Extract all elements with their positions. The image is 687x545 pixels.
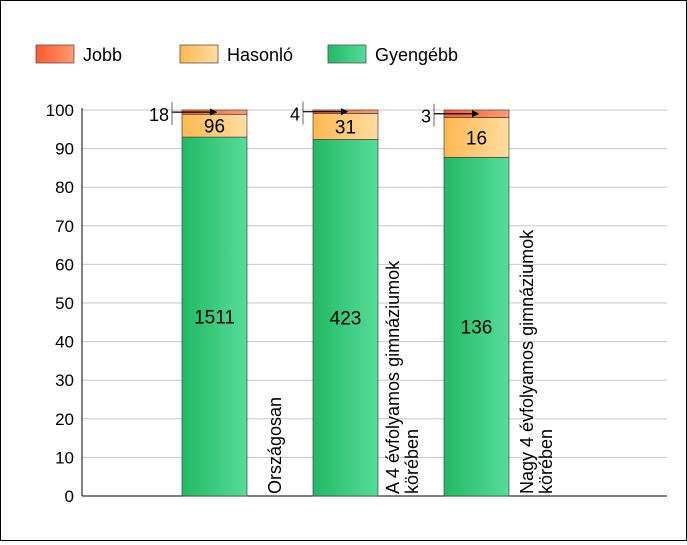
y-tick-label-70: 70	[55, 217, 74, 236]
data-label-hasonlo-3: 16	[466, 128, 487, 149]
legend-label-gyengebb: Gyengébb	[375, 45, 458, 65]
x-axis-labels: Országosan A 4 évfolyamos gimnáziumok köré…	[265, 229, 556, 494]
category-label-2-line-1: A 4 évfolyamos gimnáziumok	[383, 260, 403, 494]
y-axis: 0 10 20 30 40 50 60 70 80 90 100	[46, 101, 667, 506]
y-tick-label-80: 80	[55, 178, 74, 197]
y-tick-label-40: 40	[55, 333, 74, 352]
legend-swatch-hasonlo	[179, 44, 219, 64]
data-label-hasonlo-1: 96	[204, 117, 225, 138]
data-label-gyengebb-2: 423	[330, 309, 362, 330]
y-tick-label-0: 0	[65, 487, 74, 506]
category-label-3: Nagy 4 évfolyamos gimnáziumok körében	[517, 229, 556, 494]
data-label-gyengebb-1: 1511	[194, 308, 235, 329]
data-label-jobb-2: 4	[290, 105, 300, 125]
category-label-1-line-1: Országosan	[265, 397, 285, 494]
y-tick-label-90: 90	[55, 140, 74, 159]
legend-label-jobb: Jobb	[83, 45, 122, 65]
legend-swatch-gyengebb	[327, 44, 367, 64]
y-tick-label-10: 10	[55, 448, 74, 467]
bar-hasonlo-3	[443, 117, 510, 158]
bar-gyengebb-1	[181, 136, 248, 497]
y-tick-label-50: 50	[55, 294, 74, 313]
y-tick-label-100: 100	[46, 101, 74, 120]
bars: 1511 96 18 423 31 4 136 16 3	[149, 101, 510, 497]
legend-swatch-jobb	[35, 44, 75, 64]
category-label-3-line-2: körében	[536, 429, 556, 494]
y-tick-label-20: 20	[55, 410, 74, 429]
category-label-1: Országosan	[265, 397, 285, 494]
data-label-jobb-3: 3	[421, 107, 431, 127]
bar-hasonlo-2	[312, 113, 379, 140]
bar-gyengebb-2	[312, 139, 379, 497]
y-tick-label-60: 60	[55, 255, 74, 274]
data-label-gyengebb-3: 136	[461, 318, 493, 339]
category-label-2-line-2: körében	[402, 429, 422, 494]
legend: Jobb Hasonló Gyengébb	[35, 44, 458, 65]
y-tick-label-30: 30	[55, 371, 74, 390]
data-label-hasonlo-2: 31	[335, 117, 356, 138]
data-label-jobb-1: 18	[149, 105, 169, 125]
category-label-3-line-1: Nagy 4 évfolyamos gimnáziumok	[517, 229, 537, 494]
category-label-2: A 4 évfolyamos gimnáziumok körében	[383, 260, 422, 494]
legend-label-hasonlo: Hasonló	[227, 45, 293, 65]
bar-gyengebb-3	[443, 156, 510, 497]
